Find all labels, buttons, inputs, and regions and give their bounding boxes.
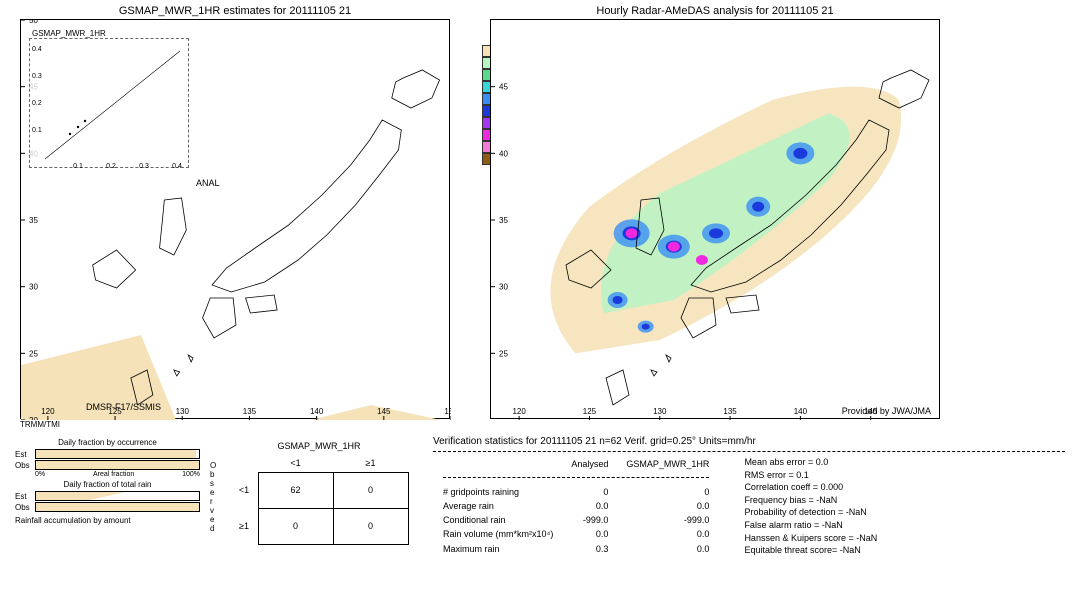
- metric-row: Probability of detection = -NaN: [744, 506, 877, 519]
- svg-text:145: 145: [377, 407, 391, 416]
- inset-label: GSMAP_MWR_1HR: [32, 29, 106, 38]
- observed-vertical: Observed: [210, 436, 220, 533]
- metric-row: Equitable threat score= -NaN: [744, 544, 877, 557]
- svg-text:120: 120: [512, 407, 526, 416]
- metric-row: RMS error = 0.1: [744, 469, 877, 482]
- svg-text:0.2: 0.2: [32, 100, 42, 107]
- left-map: 12012513013514014515020253035404550 GSMA…: [20, 19, 450, 419]
- total-title: Daily fraction of total rain: [15, 480, 200, 489]
- verif-title: Verification statistics for 20111105 21 …: [433, 436, 1065, 447]
- cont-cell: [230, 454, 259, 473]
- est-label-2: Est: [15, 492, 35, 501]
- svg-text:0.3: 0.3: [32, 73, 42, 80]
- svg-text:30: 30: [29, 283, 38, 292]
- axis-mid: Areal fraction: [93, 471, 134, 478]
- svg-text:25: 25: [499, 349, 508, 358]
- svg-text:0.2: 0.2: [106, 163, 116, 169]
- obs-label: Obs: [15, 461, 35, 470]
- inset-svg: 0.1 0.2 0.3 0.4 0.1 0.2 0.3 0.4: [30, 39, 190, 169]
- verification-panel: Verification statistics for 20111105 21 …: [433, 436, 1065, 557]
- svg-text:120: 120: [41, 407, 55, 416]
- metric-row: Frequency bias = -NaN: [744, 494, 877, 507]
- right-map-svg: 1201251301351401452530354045: [491, 20, 941, 420]
- dash-line-1: [433, 451, 1065, 452]
- provider-label: Provided by JWA/JMA: [842, 406, 931, 416]
- cont-cell: <1: [230, 472, 259, 509]
- contingency-grid: <1≥1<1620≥100: [230, 454, 408, 544]
- cont-cell: ≥1: [230, 508, 259, 545]
- stats-table: AnalysedGSMAP_MWR_1HR# gridpoints rainin…: [433, 456, 719, 557]
- dmsp-label: DMSP-F17/SSMIS: [86, 402, 161, 412]
- right-map-title: Hourly Radar-AMeDAS analysis for 2011110…: [490, 5, 940, 17]
- table-row: # gridpoints raining00: [435, 485, 717, 497]
- obs-label-2: Obs: [15, 503, 35, 512]
- table-row: Average rain0.00.0: [435, 500, 717, 512]
- svg-text:35: 35: [29, 216, 38, 225]
- svg-text:45: 45: [499, 83, 508, 92]
- svg-text:130: 130: [653, 407, 667, 416]
- right-map: 1201251301351401452530354045 Provided by…: [490, 19, 940, 419]
- svg-text:50: 50: [29, 20, 38, 25]
- cont-cell: 0: [333, 508, 409, 545]
- metric-row: False alarm ratio = -NaN: [744, 519, 877, 532]
- occ-title: Daily fraction by occurrence: [15, 438, 200, 447]
- svg-text:130: 130: [176, 407, 190, 416]
- metric-row: Correlation coeff = 0.000: [744, 481, 877, 494]
- cont-title: GSMAP_MWR_1HR: [230, 441, 408, 451]
- axis-lo: 0%: [35, 471, 45, 478]
- svg-text:0.1: 0.1: [32, 127, 42, 134]
- svg-text:140: 140: [310, 407, 324, 416]
- inset-scatter: GSMAP_MWR_1HR 0.10.20.30.40.10.20.30.4: [29, 38, 189, 168]
- axis-hi: 100%: [182, 471, 200, 478]
- cont-cell: 62: [258, 472, 334, 509]
- metrics-list: Mean abs error = 0.0RMS error = 0.1Corre…: [744, 456, 877, 557]
- tot-est-bar: [35, 491, 200, 501]
- svg-text:0.3: 0.3: [139, 163, 149, 169]
- anal-label: ANAL: [196, 178, 220, 188]
- occ-est-bar: [35, 449, 200, 459]
- svg-text:0.1: 0.1: [73, 163, 83, 169]
- right-map-panel: Hourly Radar-AMeDAS analysis for 2011110…: [490, 5, 940, 429]
- cont-cell: 0: [333, 472, 409, 509]
- metric-row: Hanssen & Kuipers score = -NaN: [744, 532, 877, 545]
- table-row: Maximum rain0.30.0: [435, 542, 717, 554]
- accum-title: Rainfall accumulation by amount: [15, 516, 200, 525]
- svg-text:135: 135: [243, 407, 257, 416]
- svg-text:0.4: 0.4: [32, 46, 42, 53]
- table-row: Conditional rain-999.0-999.0: [435, 514, 717, 526]
- svg-text:150: 150: [444, 407, 451, 416]
- svg-text:0.4: 0.4: [172, 163, 182, 169]
- cont-cell: <1: [258, 454, 334, 473]
- svg-text:25: 25: [29, 349, 38, 358]
- svg-text:40: 40: [499, 149, 508, 158]
- svg-text:20: 20: [29, 416, 38, 420]
- cont-cell: 0: [258, 508, 334, 545]
- contingency-panel: GSMAP_MWR_1HR <1≥1<1620≥100: [230, 441, 408, 544]
- metric-row: Mean abs error = 0.0: [744, 456, 877, 469]
- svg-text:135: 135: [723, 407, 737, 416]
- trmm-label: TRMM/TMI: [20, 420, 450, 429]
- tot-obs-bar: [35, 502, 200, 512]
- est-label: Est: [15, 450, 35, 459]
- cont-cell: ≥1: [333, 454, 409, 473]
- svg-text:125: 125: [583, 407, 597, 416]
- svg-text:140: 140: [794, 407, 808, 416]
- left-map-panel: GSMAP_MWR_1HR estimates for 20111105 21 …: [20, 5, 450, 429]
- table-row: Rain volume (mm*km²x10⁴)0.00.0: [435, 528, 717, 540]
- occ-obs-bar: [35, 460, 200, 470]
- svg-text:30: 30: [499, 283, 508, 292]
- fractions-panel: Daily fraction by occurrence Est Obs 0% …: [15, 436, 200, 527]
- left-map-title: GSMAP_MWR_1HR estimates for 20111105 21: [20, 5, 450, 17]
- svg-text:35: 35: [499, 216, 508, 225]
